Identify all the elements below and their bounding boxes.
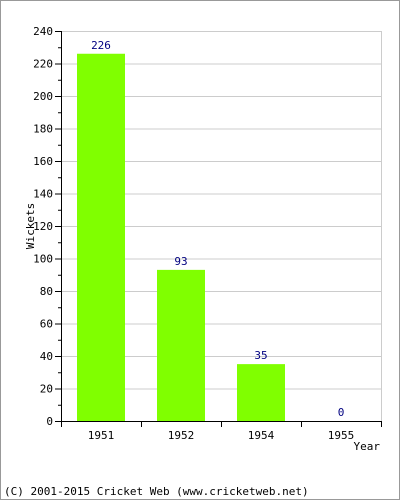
bar-1952 <box>157 269 205 421</box>
y-tick-label: 180 <box>33 123 53 136</box>
y-tick-label: 140 <box>33 188 53 201</box>
y-axis-title: Wickets <box>24 203 37 249</box>
bar-1951 <box>77 53 125 421</box>
y-tick-label: 60 <box>40 318 53 331</box>
x-tick-label-1952: 1952 <box>168 429 195 442</box>
y-tick-label: 100 <box>33 253 53 266</box>
copyright-footer: (C) 2001-2015 Cricket Web (www.cricketwe… <box>4 485 309 498</box>
y-tick-label: 80 <box>40 285 53 298</box>
x-axis-title: Year <box>354 440 381 453</box>
x-tick-label-1955: 1955 <box>328 429 355 442</box>
data-label-1954: 35 <box>254 349 267 362</box>
y-tick-label: 20 <box>40 383 53 396</box>
axes <box>55 31 382 427</box>
y-tick-label: 0 <box>46 415 53 428</box>
y-tick-label: 160 <box>33 155 53 168</box>
y-tick-label: 240 <box>33 25 53 38</box>
bars <box>77 53 285 421</box>
data-label-1952: 93 <box>174 255 187 268</box>
x-tick-labels: 1951 1952 1954 1955 <box>88 429 355 442</box>
y-tick-label: 120 <box>33 220 53 233</box>
bar-1954 <box>237 364 285 421</box>
x-tick-label-1954: 1954 <box>248 429 275 442</box>
data-label-1951: 226 <box>91 39 111 52</box>
data-labels: 226 93 35 0 <box>91 39 344 419</box>
data-label-1955: 0 <box>338 406 345 419</box>
y-tick-label: 200 <box>33 90 53 103</box>
y-tick-label: 40 <box>40 350 53 363</box>
y-tick-labels: 0 20 40 60 80 100 120 140 160 180 200 220 240 <box>33 25 53 428</box>
y-tick-label: 220 <box>33 58 53 71</box>
x-tick-label-1951: 1951 <box>88 429 115 442</box>
